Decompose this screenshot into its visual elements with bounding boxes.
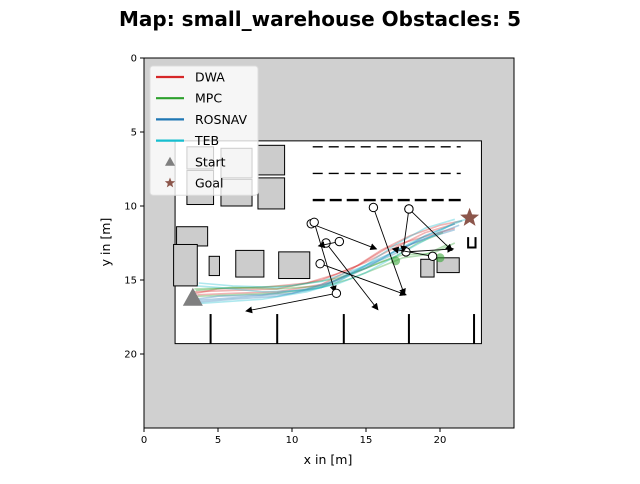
y-axis-label: y in [m]	[98, 218, 113, 267]
dynamic-obstacle	[315, 259, 325, 269]
dynamic-obstacle	[427, 251, 438, 262]
static-obstacle	[235, 249, 265, 278]
legend-label: DWA	[195, 70, 225, 85]
trajectory-mpc	[195, 242, 456, 292]
y-tick-label: 20	[124, 350, 137, 361]
x-tick-label: 15	[360, 435, 373, 446]
trajectory-mpc	[194, 231, 444, 290]
trajectory-dwa	[195, 223, 456, 295]
dynamic-obstacle-path	[391, 246, 433, 257]
dynamic-obstacle	[334, 236, 345, 247]
x-tick-label: 5	[215, 435, 221, 446]
y-tick-label: 10	[124, 202, 137, 213]
dynamic-obstacle	[368, 202, 379, 213]
dynamic-obstacle-path	[319, 263, 407, 297]
y-tick-label: 5	[131, 128, 137, 139]
static-obstacle	[176, 226, 209, 247]
y-tick-label: 0	[131, 54, 137, 65]
legend-swatch-start	[165, 156, 175, 166]
dynamic-obstacle-path	[372, 207, 406, 296]
trajectory-teb	[195, 218, 456, 305]
x-tick-label: 20	[434, 435, 447, 446]
dynamic-obstacle-path	[325, 242, 379, 311]
trajectory-rosnav	[197, 224, 460, 303]
legend-label: ROSNAV	[195, 112, 248, 127]
x-tick-label: 10	[286, 435, 299, 446]
collision-marker	[435, 253, 445, 263]
legend-label: Start	[195, 154, 226, 169]
static-obstacle	[278, 251, 311, 280]
trajectory-teb	[197, 218, 467, 293]
legend-label: TEB	[194, 133, 219, 148]
dynamic-obstacle	[321, 238, 331, 248]
dynamic-obstacle-path	[400, 208, 410, 253]
dynamic-obstacle-path	[245, 292, 337, 314]
trajectory-teb	[198, 220, 463, 289]
chart-title: Map: small_warehouse Obstacles: 5	[119, 7, 521, 31]
static-obstacle	[208, 255, 220, 277]
axes-frame	[143, 57, 515, 429]
dynamic-obstacle	[404, 204, 414, 214]
plot-area: 0 5 10 15 20 0 5 10 15 20	[124, 54, 515, 446]
legend-swatch-goal	[164, 177, 176, 188]
dynamic-obstacle	[309, 217, 319, 227]
x-axis-label: x in [m]	[304, 452, 353, 467]
dynamic-obstacle-path	[313, 222, 337, 293]
legend: DWA MPC ROSNAV TEB Start Goal	[149, 65, 259, 196]
static-obstacle	[436, 257, 460, 274]
wall-segment	[467, 237, 477, 249]
y-tick-label: 15	[124, 276, 137, 287]
start-marker	[182, 287, 203, 306]
legend-label: MPC	[195, 91, 222, 106]
trajectory-mpc	[197, 243, 448, 298]
static-obstacle	[257, 144, 286, 176]
trajectory-dwa	[194, 227, 456, 293]
static-obstacle	[173, 243, 198, 287]
static-obstacle	[420, 258, 435, 278]
x-tick-label: 0	[141, 435, 147, 446]
trajectory-dwa	[197, 220, 463, 296]
legend-label: Goal	[195, 176, 223, 191]
dynamic-obstacle-path	[311, 223, 378, 251]
static-obstacle	[257, 177, 286, 210]
goal-marker	[460, 207, 480, 226]
dynamic-obstacle	[331, 288, 342, 299]
dynamic-obstacle-path	[408, 208, 453, 252]
trajectory-rosnav	[195, 223, 456, 300]
